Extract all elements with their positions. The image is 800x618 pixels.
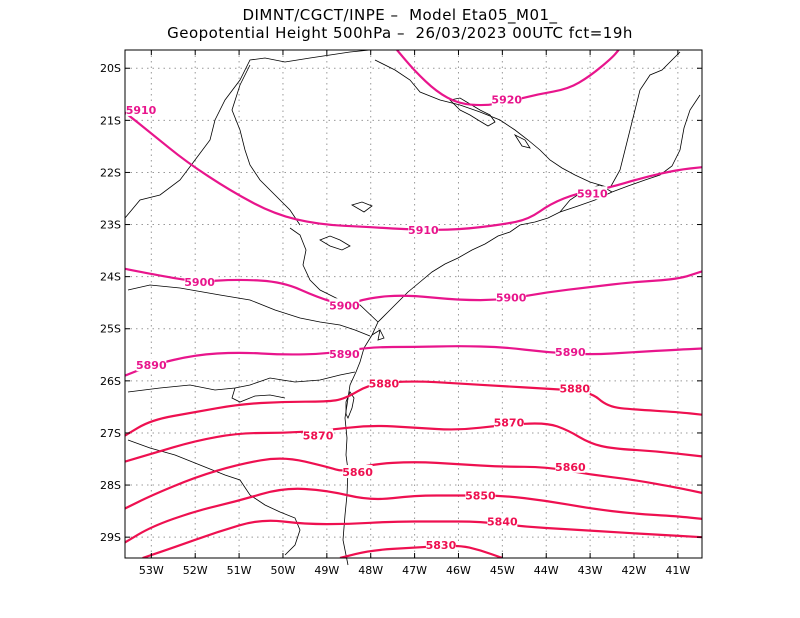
state-border xyxy=(374,59,611,189)
contour-label-bg xyxy=(559,381,590,395)
bay xyxy=(371,329,385,341)
lon-tick-label: 49W xyxy=(314,564,339,577)
contour-label-bg xyxy=(368,376,399,390)
contour-label: 5900 xyxy=(496,291,527,304)
coastline-borders xyxy=(124,49,701,566)
lat-tick-label: 28S xyxy=(100,479,121,492)
lon-tick-label: 48W xyxy=(358,564,383,577)
lat-tick-label: 22S xyxy=(100,166,121,179)
contour-label: 5850 xyxy=(465,489,496,502)
axis-ticks: 53W 52W 51W 50W 49W 48W 47W 46W 45W 44W 43W 42W 41W 2… xyxy=(100,50,702,577)
contour-label: 5890 xyxy=(329,348,360,361)
contour-line-5840 xyxy=(142,519,702,558)
lon-tick-label: 52W xyxy=(183,564,208,577)
contour-label-bg xyxy=(126,102,156,116)
state-border xyxy=(231,387,286,403)
contour-label-bg xyxy=(408,222,439,236)
lon-tick-label: 43W xyxy=(578,564,603,577)
lon-tick-label: 42W xyxy=(622,564,647,577)
lat-tick-label: 25S xyxy=(100,323,121,336)
plot-frame xyxy=(124,49,703,559)
contour-label: 5890 xyxy=(555,346,586,359)
state-border xyxy=(127,371,356,393)
contour-label-bg xyxy=(496,290,527,304)
lon-tick-label: 44W xyxy=(534,564,559,577)
island xyxy=(345,391,355,419)
contour-label: 5880 xyxy=(369,377,400,390)
lat-tick-label: 24S xyxy=(100,271,121,284)
contour-label-bg xyxy=(577,186,608,200)
contour-line-5890 xyxy=(125,345,702,377)
map-title-line-1: DIMNT/CGCT/INPE – Model Eta05_M01_ xyxy=(242,6,558,24)
contour-label: 5900 xyxy=(184,276,215,289)
contour-label: 5900 xyxy=(329,299,360,312)
contour-line-5870 xyxy=(125,422,702,463)
lon-tick-label: 47W xyxy=(402,564,427,577)
contour-label-bg xyxy=(555,345,586,359)
lat-tick-label: 21S xyxy=(100,114,121,127)
contour-label-bg xyxy=(329,346,360,360)
contour-label-bg xyxy=(491,92,522,106)
contour-label: 5830 xyxy=(426,539,457,552)
contour-labels: 5920 5910 5910 5910 5900 5900 5900 5890 5890 5890… xyxy=(126,92,608,552)
map-title-line-2: Geopotential Height 500hPa – 26/03/2023 … xyxy=(167,24,633,42)
contour-label-bg xyxy=(493,415,524,429)
lat-tick-label: 26S xyxy=(100,375,121,388)
contour-label: 5920 xyxy=(491,93,522,106)
lat-tick-label: 23S xyxy=(100,219,121,232)
contour-label-bg xyxy=(329,298,360,312)
lon-tick-label: 46W xyxy=(446,564,471,577)
contour-label: 5870 xyxy=(494,417,525,430)
contour-label-bg xyxy=(303,428,334,442)
state-border xyxy=(124,49,371,219)
contour-label: 5890 xyxy=(136,359,167,372)
contour-label: 5910 xyxy=(126,104,157,117)
contour-label: 5870 xyxy=(303,430,334,443)
contour-label: 5860 xyxy=(555,461,586,474)
contour-line-5850 xyxy=(125,487,702,544)
contour-label: 5860 xyxy=(342,466,373,479)
lat-lon-grid xyxy=(125,50,702,558)
height-contours xyxy=(125,50,702,558)
contour-label: 5910 xyxy=(577,187,608,200)
lon-tick-label: 53W xyxy=(139,564,164,577)
contour-label: 5910 xyxy=(408,224,439,237)
lon-tick-label: 51W xyxy=(227,564,252,577)
coastline xyxy=(342,94,701,566)
contour-label-bg xyxy=(184,274,215,288)
reservoir xyxy=(351,201,373,213)
reservoir xyxy=(449,97,496,127)
lon-tick-label: 41W xyxy=(665,564,690,577)
contour-label-bg xyxy=(487,514,518,528)
contour-label-bg xyxy=(136,358,167,372)
state-border xyxy=(231,64,301,226)
lat-tick-label: 20S xyxy=(100,62,121,75)
contour-label: 5880 xyxy=(559,383,590,396)
contour-label-bg xyxy=(425,537,456,551)
contour-line-5830 xyxy=(339,544,503,558)
state-border xyxy=(609,51,681,189)
contour-label-bg xyxy=(555,459,586,473)
lon-tick-label: 45W xyxy=(490,564,515,577)
reservoir xyxy=(513,133,531,149)
contour-label-bg xyxy=(465,488,496,502)
lon-tick-label: 50W xyxy=(271,564,296,577)
contour-label-bg xyxy=(342,465,373,479)
lat-tick-label: 27S xyxy=(100,427,121,440)
contour-line-5860 xyxy=(125,457,702,510)
state-border xyxy=(127,284,371,337)
contour-label: 5840 xyxy=(487,516,518,529)
state-border xyxy=(127,439,301,556)
contour-line-5910 xyxy=(125,111,702,231)
lat-tick-label: 29S xyxy=(100,531,121,544)
reservoir xyxy=(319,235,351,251)
